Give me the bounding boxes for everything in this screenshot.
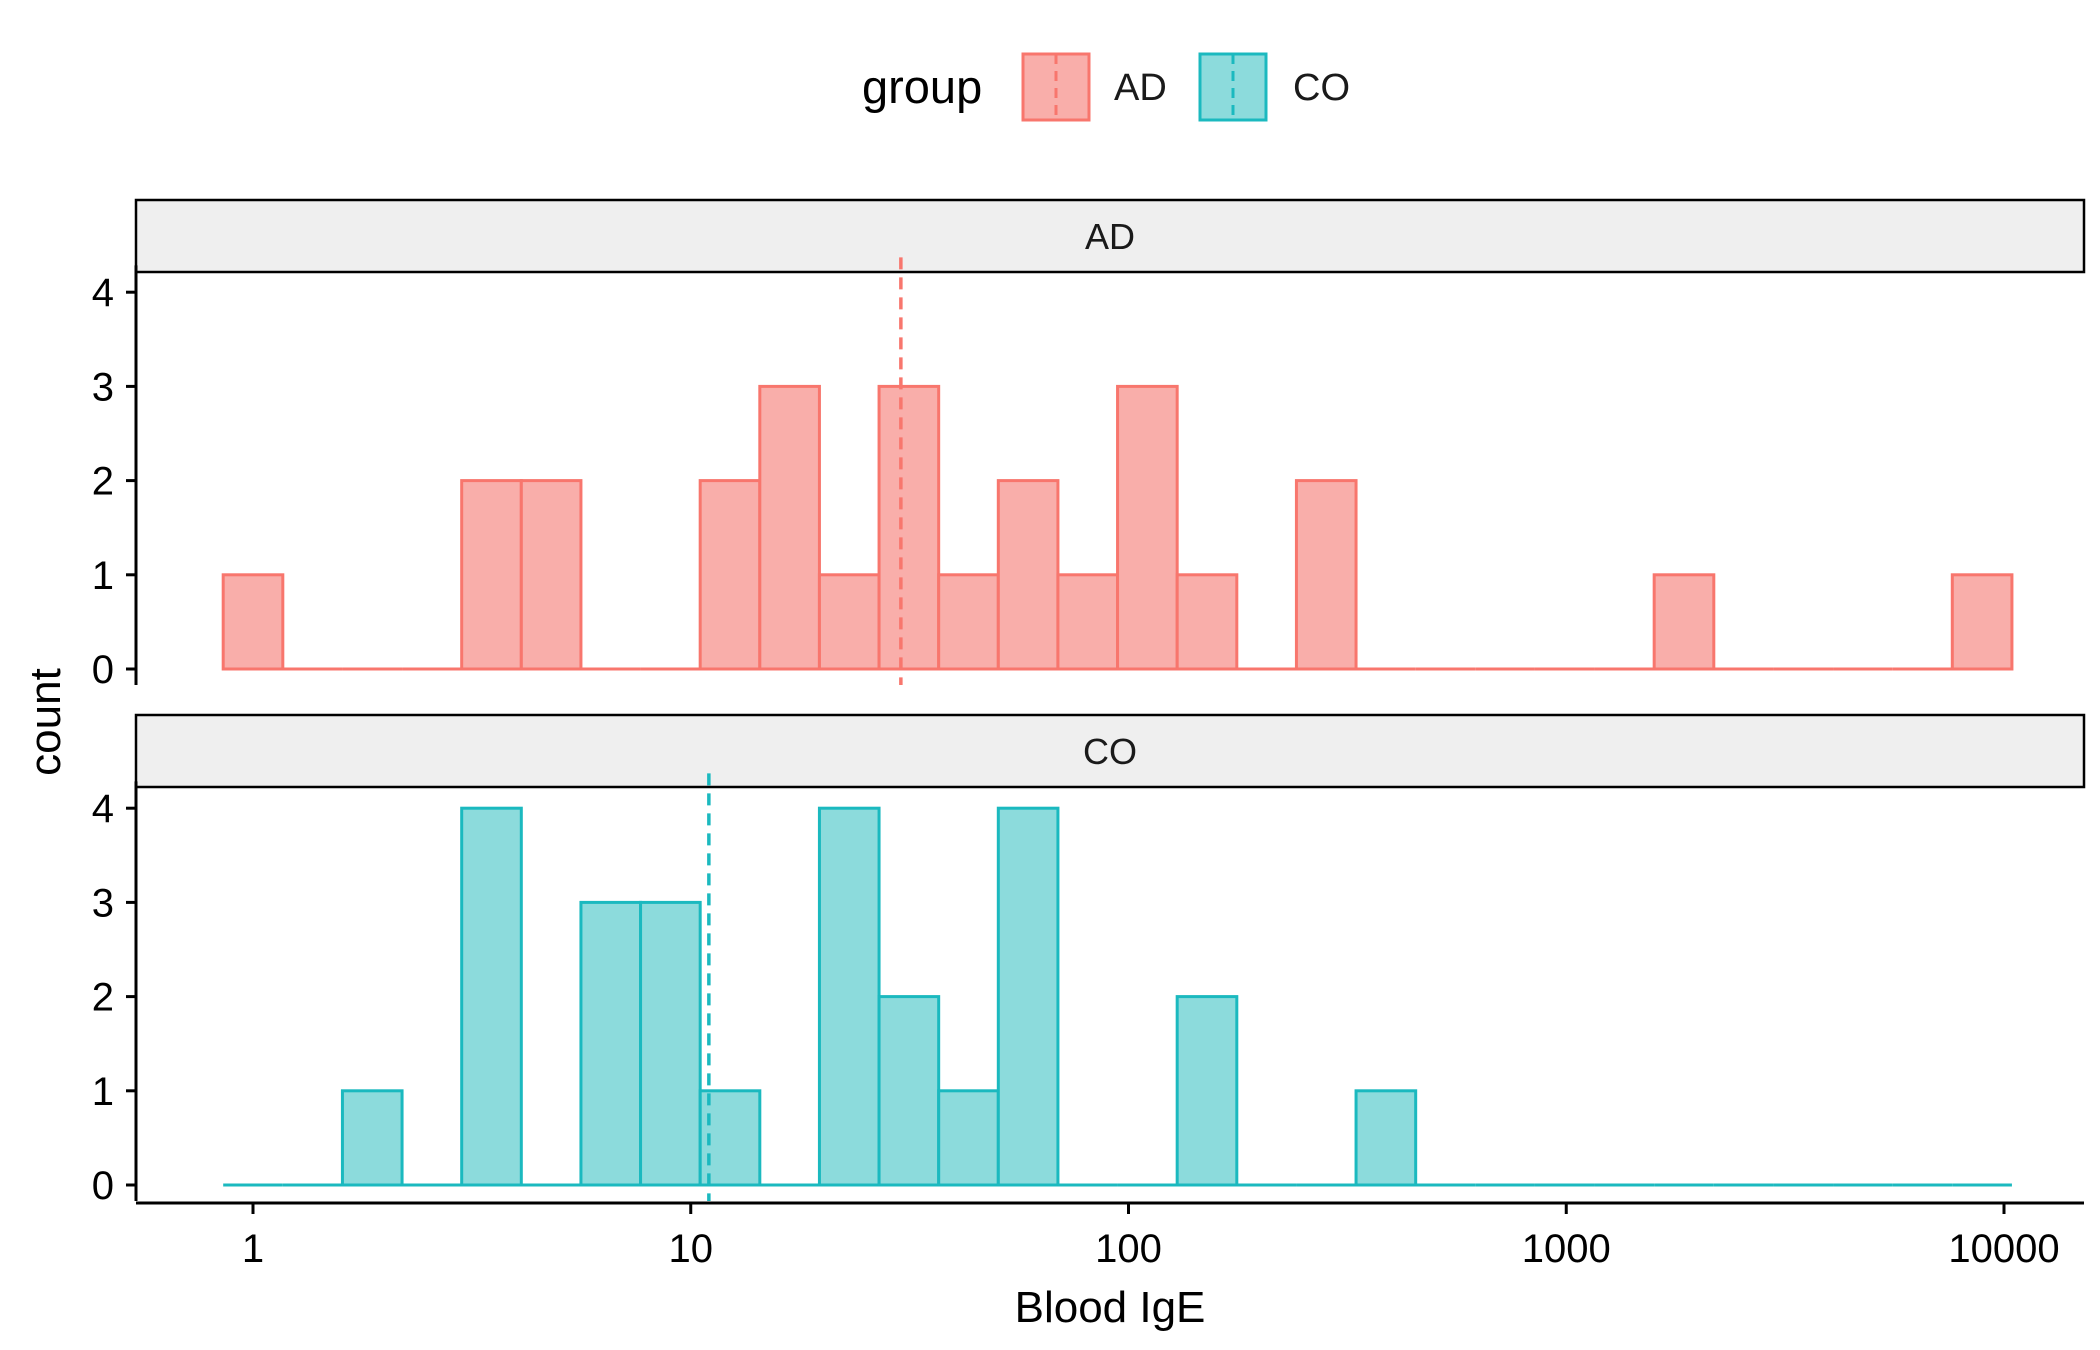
histogram-bar-co [460,806,523,1187]
facet-strip-ad-label: AD [1085,216,1135,257]
legend-key-ad: AD [1021,52,1167,122]
legend-key-co: CO [1198,52,1350,122]
histogram-bar-co [340,1089,404,1187]
histogram-bar-co [579,900,643,1187]
histogram-bar-ad [877,384,941,671]
facet-strip-ad: AD [134,198,2086,274]
facet-strip-co: CO [134,713,2086,789]
histogram-bar-co [937,1089,1000,1187]
x-tick-label: 10000 [1948,1227,2059,1271]
histogram-bar-ad [698,479,762,671]
y-axis-title: count [21,668,70,776]
legend-title: group [862,60,982,113]
histogram-bar-co [1354,1089,1418,1187]
y-tick-label-co: 1 [92,1070,114,1114]
histogram-bar-ad [817,573,881,671]
histogram-bar-co [1175,995,1239,1187]
panel-ad: 0 1 2 3 4 [92,257,2014,692]
histogram-bar-ad [460,479,523,671]
legend-label-ad: AD [1114,67,1167,109]
histogram-bar-ad [221,573,285,671]
y-tick-label-co: 4 [92,787,114,831]
y-tick-label-ad: 4 [92,271,114,315]
histogram-bar-ad [996,479,1060,671]
x-axis: 1 10 100 1000 10000 [136,1201,2084,1271]
y-tick-label-co: 0 [92,1164,114,1208]
x-tick-label: 1 [242,1227,264,1271]
legend: group AD CO [862,52,1350,122]
y-tick-label-ad: 1 [92,554,114,598]
histogram-bar-ad [1294,479,1358,671]
histogram-bar-co [996,806,1060,1187]
facet-strip-co-box [134,713,2086,789]
histogram-bar-ad [1056,573,1120,671]
y-tick-label-co: 2 [92,976,114,1020]
histogram-bar-ad [1116,384,1179,671]
y-tick-label-ad: 2 [92,460,114,504]
y-tick-label-co: 3 [92,881,114,925]
x-tick-label: 10 [669,1227,714,1271]
x-tick-label: 1000 [1522,1227,1611,1271]
histogram-bar-ad [519,479,583,671]
facet-strip-ad-box [134,198,2086,274]
histogram-bar-ad [937,573,1000,671]
panel-co: 0 1 2 3 4 [92,773,2012,1208]
x-tick-label: 100 [1095,1227,1162,1271]
histogram-bar-ad [1652,573,1716,671]
histogram-bar-co [877,995,941,1187]
histogram-bar-ad [758,384,821,671]
y-tick-label-ad: 3 [92,365,114,409]
histogram-bar-ad [1175,573,1239,671]
histogram-bar-co [639,900,702,1187]
x-axis-title: Blood IgE [1015,1283,1206,1332]
legend-label-co: CO [1293,67,1350,109]
histogram-bar-co [817,806,881,1187]
facet-strip-co-label: CO [1083,731,1137,772]
y-tick-label-ad: 0 [92,648,114,692]
histogram-bar-ad [1950,573,2014,671]
